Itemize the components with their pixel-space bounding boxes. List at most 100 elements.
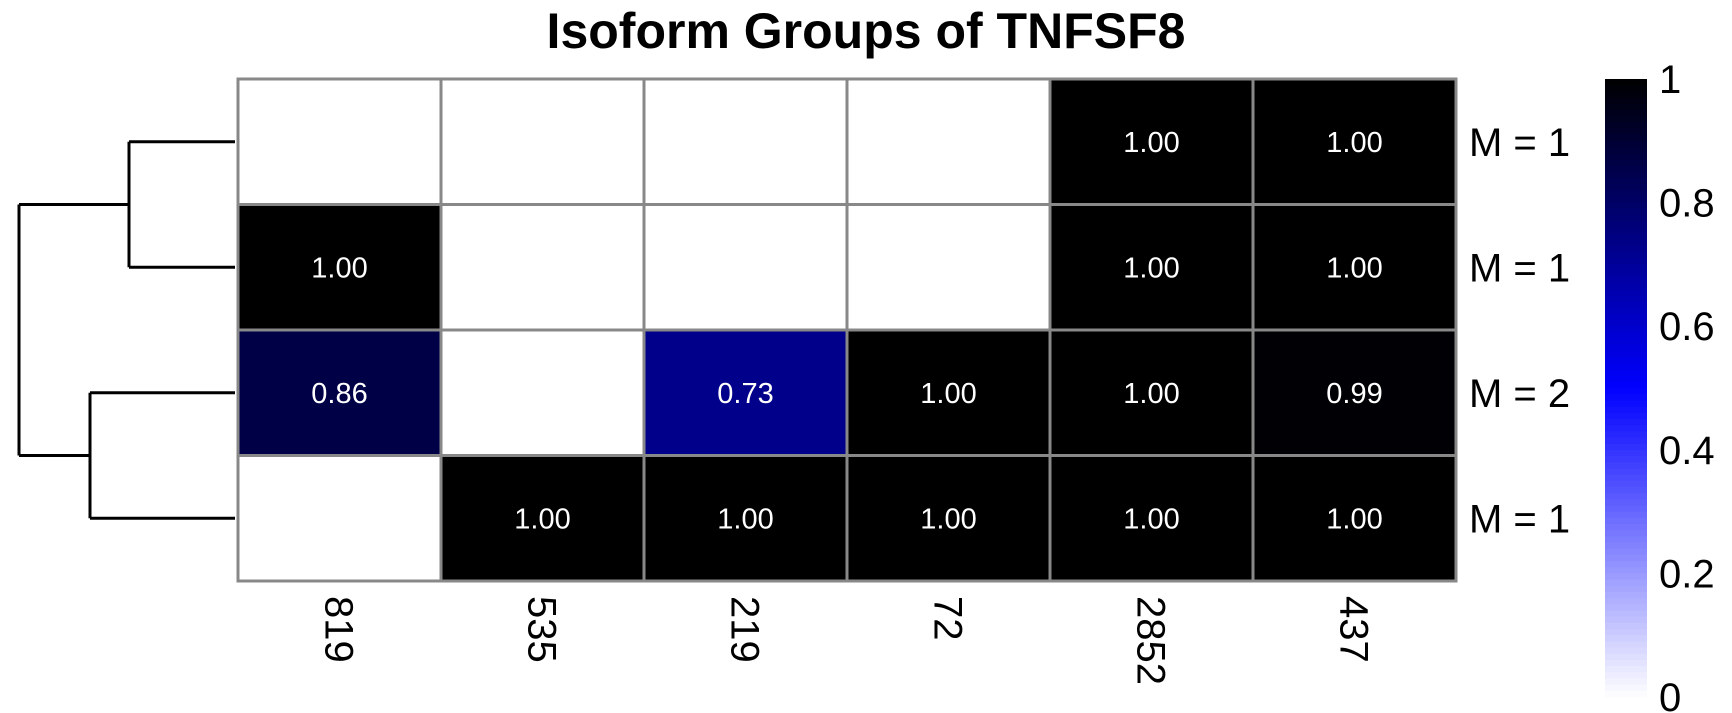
- row-label: M = 2: [1469, 372, 1570, 416]
- cell-value-label: 1.00: [1326, 127, 1382, 159]
- color-scale-swatch: [1605, 276, 1647, 284]
- color-scale-swatch: [1605, 264, 1647, 272]
- row-label: M = 1: [1469, 121, 1570, 165]
- color-scale-swatch: [1605, 499, 1647, 507]
- color-scale-swatch: [1605, 116, 1647, 123]
- color-scale-swatch: [1605, 227, 1647, 235]
- color-scale-swatch: [1605, 270, 1647, 278]
- color-scale-swatch: [1605, 221, 1647, 228]
- color-scale-swatch: [1605, 412, 1647, 420]
- color-scale-swatch: [1605, 313, 1647, 321]
- heatmap-cell: [1048, 203, 1255, 332]
- color-scale-swatch: [1605, 350, 1647, 358]
- heatmap-cell: [1048, 454, 1255, 583]
- color-scale-swatch: [1605, 214, 1647, 222]
- color-scale-swatch: [1605, 159, 1647, 167]
- cell-value-label: 1.00: [1123, 127, 1179, 159]
- color-scale-swatch: [1605, 493, 1647, 500]
- color-scale-swatch: [1605, 85, 1647, 92]
- color-scale-tick-label: 1: [1659, 58, 1681, 102]
- cell-value-label: 1.00: [1123, 378, 1179, 410]
- color-scale-swatch: [1605, 530, 1647, 537]
- color-scale-tick-label: 0.6: [1659, 305, 1715, 349]
- column-label: 535: [520, 596, 564, 663]
- color-scale-swatch: [1605, 146, 1647, 154]
- color-scale-swatch: [1605, 443, 1647, 451]
- color-scale-swatch: [1605, 381, 1647, 389]
- color-scale-swatch: [1605, 344, 1647, 352]
- color-scale-swatch: [1605, 690, 1647, 698]
- color-scale-swatch: [1605, 282, 1647, 290]
- color-scale-swatch: [1605, 165, 1647, 173]
- color-scale-swatch: [1605, 647, 1647, 655]
- color-scale-swatch: [1605, 406, 1647, 414]
- color-scale-swatch: [1605, 567, 1647, 574]
- color-scale-tick-label: 0.2: [1659, 552, 1715, 596]
- heatmap-cell: [642, 328, 849, 457]
- cell-value-label: 0.99: [1326, 378, 1382, 410]
- color-scale-swatch: [1605, 659, 1647, 667]
- color-scale-swatch: [1605, 122, 1647, 130]
- cell-value-label: 1.00: [1123, 252, 1179, 284]
- column-label: 819: [317, 596, 361, 663]
- column-label: 437: [1332, 596, 1376, 663]
- color-scale-swatch: [1605, 641, 1647, 649]
- color-scale-swatch: [1605, 542, 1647, 550]
- heatmap-cell: [439, 77, 646, 206]
- color-scale-swatch: [1605, 666, 1647, 673]
- heatmap-cell: [439, 328, 646, 457]
- cell-value-label: 0.73: [717, 378, 773, 410]
- color-scale-swatch: [1605, 177, 1647, 185]
- color-scale-swatch: [1605, 437, 1647, 445]
- color-scale-swatch: [1605, 449, 1647, 457]
- color-scale-swatch: [1605, 616, 1647, 624]
- cell-value-label: 1.00: [1123, 503, 1179, 535]
- color-scale-swatch: [1605, 134, 1647, 142]
- color-scale-swatch: [1605, 320, 1647, 327]
- color-scale-swatch: [1605, 369, 1647, 377]
- color-scale-swatch: [1605, 486, 1647, 494]
- color-scale-swatch: [1605, 561, 1647, 568]
- chart-title: Isoform Groups of TNFSF8: [546, 3, 1186, 59]
- cell-value-label: 1.00: [514, 503, 570, 535]
- heatmap-cell: [1048, 77, 1255, 206]
- heatmap-cell: [845, 203, 1052, 332]
- heatmap-cell: [1251, 77, 1458, 206]
- row-label: M = 1: [1469, 246, 1570, 290]
- cell-value-label: 1.00: [311, 252, 367, 284]
- color-scale-tick-label: 0: [1659, 676, 1681, 713]
- color-scale-swatch: [1605, 245, 1647, 253]
- color-scale-tick-label: 0.8: [1659, 182, 1715, 226]
- color-scale-swatch: [1605, 517, 1647, 525]
- color-scale-swatch: [1605, 103, 1647, 111]
- color-scale-swatch: [1605, 400, 1647, 408]
- heatmap-cell: [236, 203, 443, 332]
- heatmap-cell: [642, 454, 849, 583]
- color-scale-swatch: [1605, 684, 1647, 692]
- row-label: M = 1: [1469, 497, 1570, 541]
- color-scale-swatch: [1605, 202, 1647, 210]
- color-scale-legend: 1 0.8 0.6 0.4 0.2 0: [1605, 58, 1715, 713]
- heatmap-cell: [439, 203, 646, 332]
- color-scale-swatch: [1605, 196, 1647, 204]
- color-scale-swatch: [1605, 431, 1647, 439]
- column-label: 219: [723, 596, 767, 663]
- color-scale-swatch: [1605, 653, 1647, 661]
- color-scale-swatch: [1605, 585, 1647, 593]
- color-scale-swatch: [1605, 591, 1647, 599]
- color-scale-swatch: [1605, 97, 1647, 105]
- heatmap-cell: [642, 77, 849, 206]
- heatmap-cell: [439, 454, 646, 583]
- color-scale-swatch: [1605, 184, 1647, 191]
- color-scale-swatch: [1605, 171, 1647, 179]
- row-dendrogram: [17, 140, 235, 520]
- color-scale-swatch: [1605, 357, 1647, 364]
- color-scale-swatch: [1605, 388, 1647, 395]
- heatmap-cell: [236, 77, 443, 206]
- color-scale-swatch: [1605, 307, 1647, 315]
- color-scale-swatch: [1605, 375, 1647, 383]
- color-scale-swatch: [1605, 474, 1647, 482]
- color-scale-swatch: [1605, 598, 1647, 605]
- heatmap-cells: 1.00 1.00 1.00 1.00 1.00 0.86 0.73 1.00 1.00 0.99…: [236, 77, 1458, 583]
- color-scale-swatch: [1605, 462, 1647, 469]
